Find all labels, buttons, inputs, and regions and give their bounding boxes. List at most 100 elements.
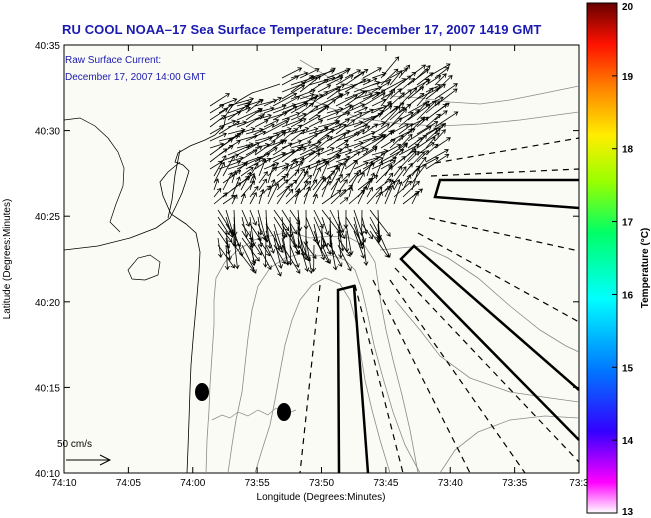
current-vector [362,123,379,135]
current-vector [335,69,350,79]
current-vector [267,162,276,184]
current-vector [290,118,307,128]
current-vector [335,155,351,163]
contour-offshore [379,245,579,353]
current-vector [303,179,318,198]
current-vector [257,223,267,241]
current-vector [357,172,365,184]
current-vector [209,138,234,156]
current-vector [366,160,374,177]
current-vector [376,223,382,244]
current-vector [371,105,393,121]
plot-area [63,44,580,474]
scale-arrow [66,454,112,466]
current-vector [434,83,458,100]
current-vector [339,162,347,177]
current-vector [272,105,298,121]
current-vector [321,237,332,255]
current-vector [213,161,225,184]
current-vector [236,142,260,156]
current-vector [371,152,386,163]
current-vector [371,130,394,149]
current-vector [297,237,310,273]
current-vector [353,131,376,142]
current-vector [289,223,300,256]
current-vector [362,92,386,107]
current-vector [335,140,349,149]
current-vector [407,134,428,156]
current-vector [353,80,381,93]
current-vector [425,75,442,86]
current-vector [384,172,394,184]
current-vector [380,138,396,149]
current-vector [416,65,431,79]
current-vector [321,216,330,236]
y-tick-label: 40:20 [35,298,60,309]
current-vector [233,237,240,270]
current-vector [321,170,336,184]
current-vector [393,165,403,177]
current-vector [380,105,399,121]
current-vector [276,179,289,191]
colorbar-tick-label: 18 [622,145,634,156]
current-vector [326,129,351,142]
current-vector [371,89,386,100]
current-vector [339,197,349,205]
current-vector [398,128,413,142]
x-axis-label: Longitude (Degrees:Minutes) [257,492,386,503]
current-vector [299,105,319,121]
current-vector [308,152,321,163]
current-vector [407,86,425,100]
current-vector [222,172,233,191]
colorbar-tick-label: 19 [622,72,634,83]
current-vector [265,230,275,254]
current-vector [273,209,290,232]
current-vector [357,185,368,205]
contour-offshore-2 [394,299,579,403]
x-tick-label: 74:10 [51,478,76,489]
current-vector [353,230,366,259]
current-vector [335,119,356,135]
current-vector [353,147,378,163]
current-vector [380,105,401,128]
current-vector [353,69,369,79]
current-vector [353,135,377,149]
current-vector [317,147,335,156]
y-tick-label: 40:35 [35,41,60,52]
current-vector [209,115,226,128]
current-vector [434,67,450,79]
current-vector [337,230,344,259]
contour-mid [227,253,421,473]
current-vector [361,223,373,240]
current-vector [272,149,296,163]
current-vector [398,78,416,93]
current-vector [311,244,317,273]
current-vector [416,132,441,149]
current-vector [375,165,394,184]
current-vector [240,180,256,198]
current-vector [258,188,265,205]
current-vector [240,171,252,191]
current-vector [348,186,354,198]
contours [64,59,579,473]
current-vector [217,223,233,243]
y-tick-label: 40:15 [35,383,60,394]
current-vector [335,74,354,86]
current-vector [272,127,292,135]
current-vector [335,94,358,107]
current-vector [416,72,434,86]
current-vector [313,209,324,229]
current-vector [308,105,330,121]
current-vector [317,67,336,79]
current-vector [209,104,225,114]
current-vector [299,115,321,128]
current-vector [330,166,341,184]
current-vector [209,93,230,107]
current-vector [290,126,310,135]
current-vector [389,88,402,100]
current-vector [236,149,258,163]
sector-dashes [299,137,580,474]
current-vector [273,244,286,265]
current-vector [348,159,358,177]
current-vector [359,209,365,236]
